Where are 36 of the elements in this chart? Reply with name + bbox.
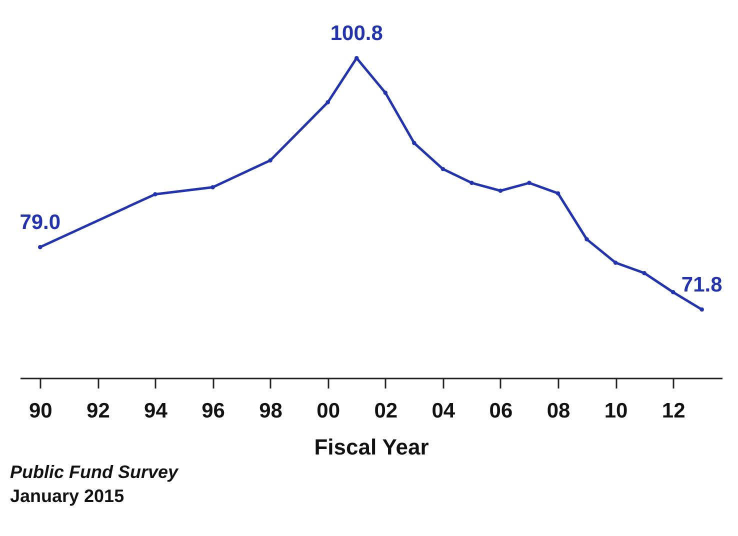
x-tick-label: 96: [202, 400, 225, 422]
data-label: 79.0: [20, 211, 61, 234]
data-label: 71.8: [681, 274, 723, 297]
point: [383, 90, 388, 95]
x-tick-label: 02: [374, 400, 398, 422]
x-tick-label: 08: [546, 400, 571, 422]
x-tick-label: 90: [28, 400, 52, 422]
text: Public Fund Survey: [10, 461, 178, 484]
point: [527, 180, 532, 186]
point: [556, 191, 560, 196]
point: [498, 188, 503, 193]
text: January 2015: [10, 485, 126, 508]
point: [440, 166, 446, 172]
x-tick-label: 04: [432, 400, 456, 422]
x-tick-label: 06: [489, 400, 513, 422]
x-tick-label: 00: [316, 400, 340, 422]
point: [210, 185, 215, 190]
point: [38, 244, 42, 250]
x-axis-title: Fiscal Year: [314, 434, 430, 460]
point: [613, 260, 618, 265]
point: [412, 140, 416, 146]
x-tick-label: 98: [259, 400, 283, 422]
x-tick-label: 12: [662, 400, 686, 422]
data-label: 100.8: [330, 22, 384, 46]
point: [354, 56, 359, 60]
point: [326, 100, 330, 104]
point: [153, 192, 158, 196]
point: [670, 290, 676, 294]
x-tick-label: 10: [604, 400, 628, 422]
point: [584, 237, 589, 242]
point: [470, 180, 474, 186]
x-tick-label: 92: [86, 400, 110, 422]
point: [642, 270, 646, 276]
point: [268, 158, 272, 163]
point: [700, 307, 704, 312]
x-tick-label: 94: [144, 400, 168, 422]
